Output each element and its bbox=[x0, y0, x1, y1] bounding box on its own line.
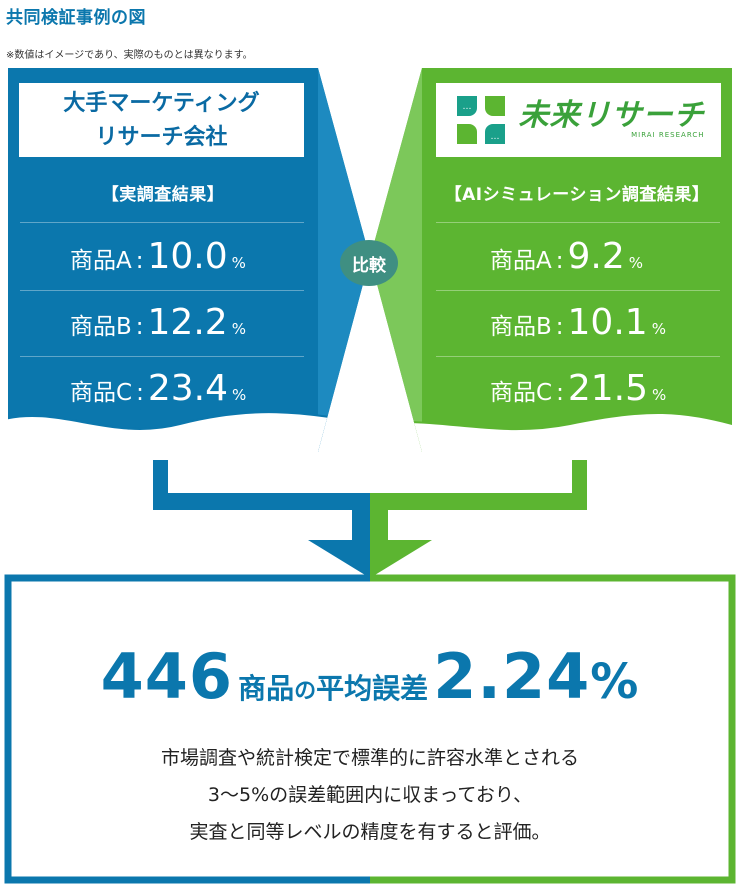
figure-heading: 共同検証事例の図 bbox=[6, 8, 146, 28]
left-connector bbox=[153, 460, 370, 510]
metric-label: 平均誤差 bbox=[316, 672, 429, 705]
particle: の bbox=[294, 679, 317, 704]
stat-value: 21.5 bbox=[567, 368, 648, 409]
result-description: 市場調査や統計検定で標準的に許容水準とされる 3～5%の誤差範囲内に収まっており… bbox=[0, 740, 740, 851]
actual-results-title: 【実調査結果】 bbox=[101, 185, 225, 205]
right-stat-row-c: 商品C:21.5% bbox=[490, 368, 667, 409]
company-name-line2: リサーチ会社 bbox=[95, 125, 228, 150]
logo-subtitle: MIRAI RESEARCH bbox=[631, 131, 705, 139]
result-frame-right bbox=[370, 574, 736, 884]
right-stat-row-b: 商品B:10.1% bbox=[490, 302, 666, 343]
left-stat-row-c: 商品C:23.4% bbox=[70, 368, 247, 409]
desc-line: 3～5%の誤差範囲内に収まっており、 bbox=[207, 784, 533, 806]
result-frame-left bbox=[4, 574, 370, 884]
company-name-line1: 大手マーケティング bbox=[63, 91, 260, 116]
left-panel bbox=[8, 68, 370, 452]
right-connector bbox=[370, 460, 587, 510]
stat-value: 10.0 bbox=[147, 236, 228, 277]
stat-value: 10.1 bbox=[567, 302, 648, 343]
stat-unit: % bbox=[231, 386, 247, 404]
error-value: 2.24 bbox=[433, 640, 591, 713]
right-panel bbox=[370, 68, 732, 452]
company-name-box: 大手マーケティング リサーチ会社 bbox=[19, 83, 304, 157]
error-unit: % bbox=[590, 654, 640, 710]
divider bbox=[436, 222, 720, 223]
figure-note: ※数値はイメージであり、実際のものとは異なります。 bbox=[6, 50, 253, 61]
stat-unit: % bbox=[231, 320, 246, 338]
desc-line: 実査と同等レベルの精度を有すると評価。 bbox=[189, 821, 551, 843]
result-headline: 446 商品の平均誤差 2.24% bbox=[0, 640, 740, 713]
svg-text:…: … bbox=[490, 132, 499, 142]
stat-value: 23.4 bbox=[147, 368, 228, 409]
right-stat-row-a: 商品A:9.2% bbox=[490, 236, 644, 277]
product-label: 商品B bbox=[70, 314, 132, 340]
stat-value: 12.2 bbox=[147, 302, 228, 343]
left-stat-row-a: 商品A:10.0% bbox=[70, 236, 246, 277]
stat-value: 9.2 bbox=[567, 236, 625, 277]
ai-results-title: 【AIシミュレーション調査結果】 bbox=[444, 185, 710, 205]
product-count-suffix: 商品 bbox=[238, 672, 295, 705]
product-label: 商品C bbox=[70, 380, 133, 406]
arrow-head-right bbox=[370, 510, 432, 578]
product-label: 商品A bbox=[70, 248, 132, 274]
stat-unit: % bbox=[231, 254, 246, 272]
divider bbox=[20, 356, 304, 357]
leaf-logo-icon: … … bbox=[456, 96, 505, 144]
divider bbox=[436, 356, 720, 357]
stat-unit: % bbox=[628, 254, 644, 272]
stat-unit: % bbox=[651, 320, 666, 338]
desc-line: 市場調査や統計検定で標準的に許容水準とされる bbox=[160, 747, 579, 769]
divider bbox=[20, 290, 304, 291]
svg-text:…: … bbox=[462, 102, 471, 112]
product-label: 商品A bbox=[490, 248, 552, 274]
product-label: 商品B bbox=[490, 314, 552, 340]
divider bbox=[436, 290, 720, 291]
product-count: 446 bbox=[100, 640, 234, 713]
logo-wordmark: 未来リサーチ bbox=[518, 98, 705, 133]
arrow-head-left bbox=[308, 510, 370, 578]
mirai-research-logo: … … 未来リサーチ MIRAI RESEARCH bbox=[436, 83, 721, 157]
divider bbox=[20, 222, 304, 223]
left-stat-row-b: 商品B:12.2% bbox=[70, 302, 246, 343]
product-label: 商品C bbox=[490, 380, 553, 406]
compare-badge: 比較 bbox=[340, 240, 398, 286]
stat-unit: % bbox=[651, 386, 667, 404]
